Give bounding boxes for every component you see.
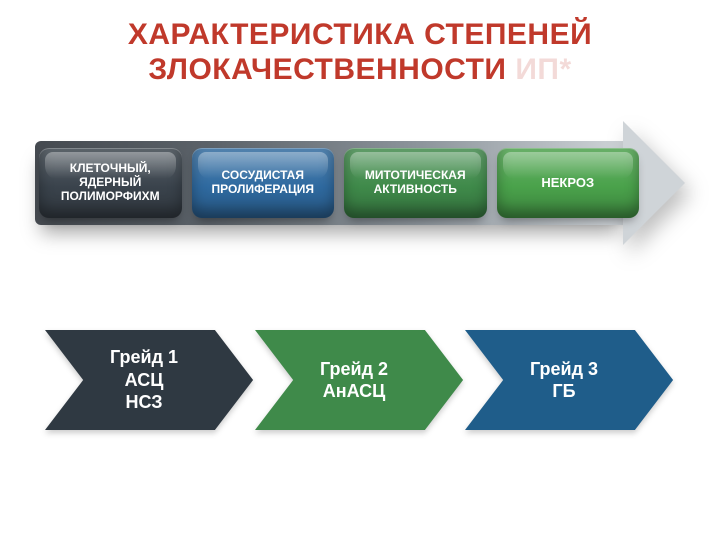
page-title: ХАРАКТЕРИСТИКА СТЕПЕНЕЙ ЗЛОКАЧЕСТВЕННОСТ… [0,0,720,87]
criterion-label: НЕКРОЗ [541,176,594,191]
criterion-label: СОСУДИСТАЯ ПРОЛИФЕРАЦИЯ [198,169,329,197]
criteria-pill-row: КЛЕТОЧНЫЙ, ЯДЕРНЫЙ ПОЛИМОРФИХМ СОСУДИСТА… [39,148,639,218]
criterion-pill: НЕКРОЗ [497,148,640,218]
grade-line: НСЗ [125,391,162,414]
grade-label: Грейд 3 ГБ [465,330,675,430]
grade-chevron: Грейд 1 АСЦ НСЗ [45,330,255,430]
grade-chevron-row: Грейд 1 АСЦ НСЗ Грейд 2 АнАСЦ Грейд 3 ГБ [45,330,675,430]
grade-line: АСЦ [125,369,164,392]
title-line2-main: ЗЛОКАЧЕСТВЕННОСТИ [148,53,506,86]
grade-line: АнАСЦ [323,380,386,403]
grade-chevron: Грейд 2 АнАСЦ [255,330,465,430]
grade-chevron: Грейд 3 ГБ [465,330,675,430]
criterion-pill: КЛЕТОЧНЫЙ, ЯДЕРНЫЙ ПОЛИМОРФИХМ [39,148,182,218]
criteria-arrow: КЛЕТОЧНЫЙ, ЯДЕРНЫЙ ПОЛИМОРФИХМ СОСУДИСТА… [35,125,685,245]
criterion-pill: МИТОТИЧЕСКАЯ АКТИВНОСТЬ [344,148,487,218]
grade-line: ГБ [552,380,575,403]
criterion-pill: СОСУДИСТАЯ ПРОЛИФЕРАЦИЯ [192,148,335,218]
title-line2: ЗЛОКАЧЕСТВЕННОСТИ ИП* [20,53,700,88]
criterion-label: МИТОТИЧЕСКАЯ АКТИВНОСТЬ [350,169,481,197]
grade-title: Грейд 2 [320,358,388,381]
grade-title: Грейд 1 [110,346,178,369]
grade-label: Грейд 2 АнАСЦ [255,330,465,430]
title-line2-faded: ИП* [506,53,571,86]
criterion-label: КЛЕТОЧНЫЙ, ЯДЕРНЫЙ ПОЛИМОРФИХМ [45,162,176,203]
grade-label: Грейд 1 АСЦ НСЗ [45,330,255,430]
title-line1: ХАРАКТЕРИСТИКА СТЕПЕНЕЙ [20,18,700,53]
grade-title: Грейд 3 [530,358,598,381]
